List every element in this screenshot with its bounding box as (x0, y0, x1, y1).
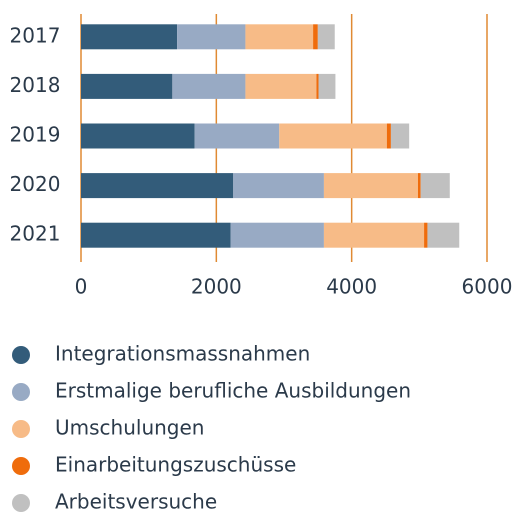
bar-segment (245, 24, 314, 50)
bar-segment (81, 123, 195, 149)
bar-segment (194, 123, 280, 149)
legend-label: Arbeitsversuche (55, 490, 217, 513)
x-tick-label: 0 (75, 275, 88, 299)
bar-segment (323, 173, 418, 199)
bar-segment (424, 222, 428, 248)
y-tick-label: 2018 (10, 73, 61, 97)
legend-swatch (12, 420, 30, 438)
bar-segment (317, 24, 335, 50)
legend-label: Erstmalige berufliche Ausbildungen (55, 379, 411, 403)
bar-segment (313, 24, 318, 50)
y-tick-label: 2017 (10, 23, 61, 47)
bar-segment (318, 73, 336, 99)
x-tick-label: 6000 (462, 275, 513, 299)
bar-segment (230, 222, 324, 248)
bar-segment (390, 123, 410, 149)
legend-swatch (12, 346, 30, 364)
bar-segment (316, 73, 319, 99)
x-tick-label: 2000 (191, 275, 242, 299)
legend-swatch (12, 383, 30, 401)
legend-label: Einarbeitungszuschüsse (55, 453, 296, 477)
legend-swatch (12, 494, 30, 512)
bar-segment (323, 222, 425, 248)
bar-segment (172, 73, 246, 99)
bar-segment (233, 173, 324, 199)
bar-segment (177, 24, 246, 50)
bar-segment (81, 222, 231, 248)
y-tick-label: 2019 (10, 123, 61, 147)
bar-segment (81, 173, 234, 199)
legend-label: Umschulungen (55, 416, 204, 440)
bar-segment (417, 173, 421, 199)
x-tick-label: 4000 (326, 275, 377, 299)
bar-segment (427, 222, 460, 248)
bar-segment (386, 123, 391, 149)
legend-swatch (12, 457, 30, 475)
bar-segment (279, 123, 387, 149)
bar-segment (245, 73, 317, 99)
legend-label: Integrationsmassnahmen (55, 342, 310, 366)
bar-segment (420, 173, 450, 199)
bar-segment (81, 73, 173, 99)
y-tick-label: 2020 (10, 172, 61, 196)
y-tick-label: 2021 (10, 222, 61, 246)
bar-segment (81, 24, 178, 50)
